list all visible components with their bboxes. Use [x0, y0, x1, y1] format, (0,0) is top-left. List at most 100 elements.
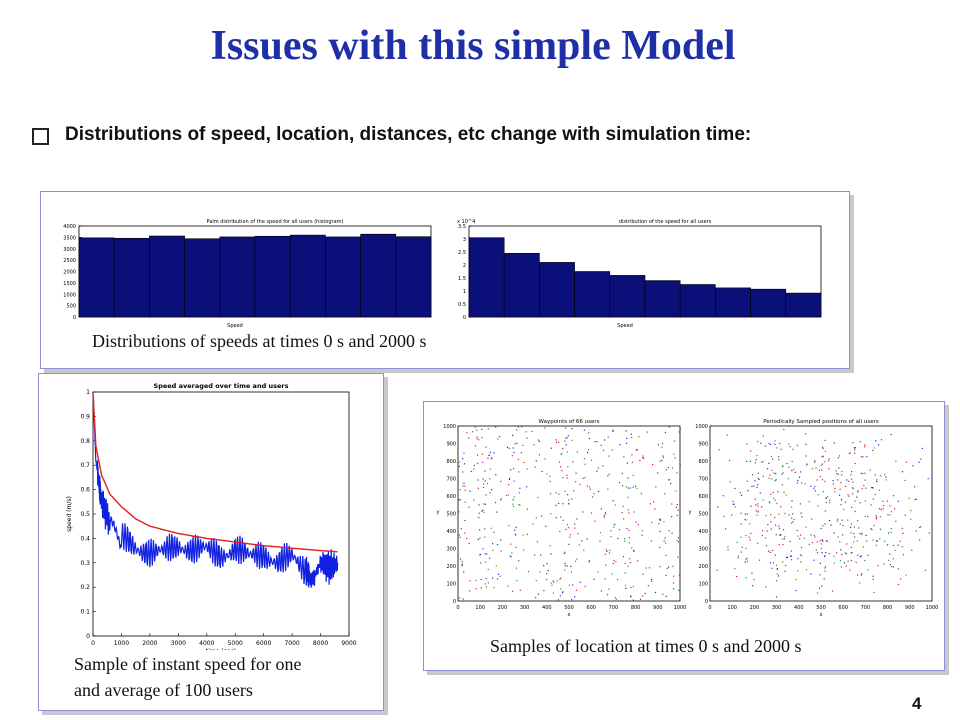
- data-point: [749, 539, 751, 541]
- data-point: [607, 488, 609, 490]
- data-point: [558, 493, 560, 495]
- data-point: [632, 586, 634, 588]
- data-point: [889, 563, 891, 566]
- data-point: [798, 476, 801, 478]
- data-point: [623, 518, 625, 520]
- data-point: [484, 583, 486, 585]
- data-point: [476, 429, 478, 431]
- data-point: [558, 441, 560, 443]
- data-point: [459, 499, 461, 501]
- data-point: [882, 508, 884, 510]
- data-point: [626, 528, 628, 530]
- chart-title: distribution of the speed for all users: [619, 219, 712, 225]
- data-point: [775, 596, 778, 598]
- y-tick-label: 0.4: [80, 535, 90, 542]
- data-point: [741, 546, 743, 548]
- data-point: [492, 543, 494, 545]
- data-point: [785, 494, 787, 496]
- data-point: [569, 534, 571, 536]
- data-point: [662, 442, 664, 445]
- data-point: [862, 456, 864, 458]
- data-point: [734, 506, 736, 508]
- data-point: [590, 512, 593, 514]
- data-point: [491, 457, 493, 459]
- data-point: [482, 478, 484, 480]
- data-point: [657, 472, 659, 474]
- data-point: [566, 565, 568, 567]
- data-point: [490, 458, 492, 460]
- data-point: [860, 555, 862, 557]
- data-point: [822, 455, 824, 457]
- data-point: [458, 511, 460, 513]
- data-point: [873, 591, 875, 593]
- data-point: [458, 499, 460, 501]
- data-point: [876, 516, 878, 518]
- data-point: [856, 540, 858, 542]
- data-point: [833, 442, 835, 444]
- data-point: [559, 578, 561, 580]
- data-point: [473, 464, 475, 466]
- data-point: [613, 526, 615, 528]
- bar: [149, 235, 185, 318]
- instant-speed-caption-line-1: Sample of instant speed for one: [74, 654, 302, 674]
- data-point: [749, 460, 751, 462]
- x-tick-label: 2000: [142, 640, 157, 647]
- data-point: [770, 521, 772, 523]
- data-point: [477, 487, 479, 489]
- data-point: [796, 529, 798, 531]
- y-tick-label: 1000: [695, 424, 708, 430]
- bar: [395, 236, 432, 318]
- page-number: 4: [912, 694, 922, 713]
- data-point: [757, 510, 759, 512]
- data-point: [790, 550, 793, 552]
- data-point: [879, 528, 881, 530]
- data-point: [547, 570, 549, 572]
- data-point: [659, 519, 661, 522]
- data-point: [737, 555, 740, 557]
- data-point: [458, 465, 460, 467]
- data-point: [500, 498, 503, 500]
- data-point: [845, 565, 847, 567]
- data-point: [612, 429, 614, 431]
- bar: [644, 280, 681, 318]
- data-point: [733, 503, 735, 505]
- data-point: [744, 561, 746, 563]
- data-point: [518, 492, 520, 494]
- data-point: [568, 499, 570, 501]
- y-tick-label: 0.2: [80, 584, 90, 591]
- data-point: [478, 512, 480, 514]
- data-point: [629, 537, 631, 539]
- data-point: [846, 479, 848, 481]
- data-point: [770, 493, 772, 495]
- data-point: [605, 513, 607, 515]
- data-point: [756, 455, 758, 457]
- data-point: [796, 444, 798, 447]
- x-tick-label: 7000: [284, 640, 299, 647]
- data-point: [568, 502, 570, 504]
- data-point: [897, 544, 899, 546]
- data-point: [878, 508, 881, 510]
- x-tick-label: 900: [653, 605, 663, 611]
- data-point: [740, 551, 742, 553]
- y-tick-label: 600: [446, 494, 456, 500]
- data-point: [555, 439, 557, 441]
- data-point: [915, 498, 917, 500]
- x-tick-label: 900: [905, 605, 915, 611]
- data-point: [459, 536, 461, 538]
- data-point: [774, 440, 776, 442]
- data-point: [535, 597, 537, 599]
- data-point: [518, 560, 520, 562]
- data-point: [819, 562, 821, 564]
- data-point: [492, 577, 494, 579]
- data-point: [487, 582, 489, 584]
- data-point: [511, 455, 513, 457]
- data-point: [884, 473, 886, 475]
- data-point: [915, 530, 917, 532]
- data-point: [510, 556, 512, 558]
- data-point: [493, 452, 495, 454]
- data-point: [602, 449, 605, 451]
- data-point: [579, 483, 581, 485]
- data-point: [493, 587, 495, 589]
- data-point: [841, 470, 843, 473]
- speed-distribution-panel: Palm distribution of the speed for all u…: [40, 191, 850, 369]
